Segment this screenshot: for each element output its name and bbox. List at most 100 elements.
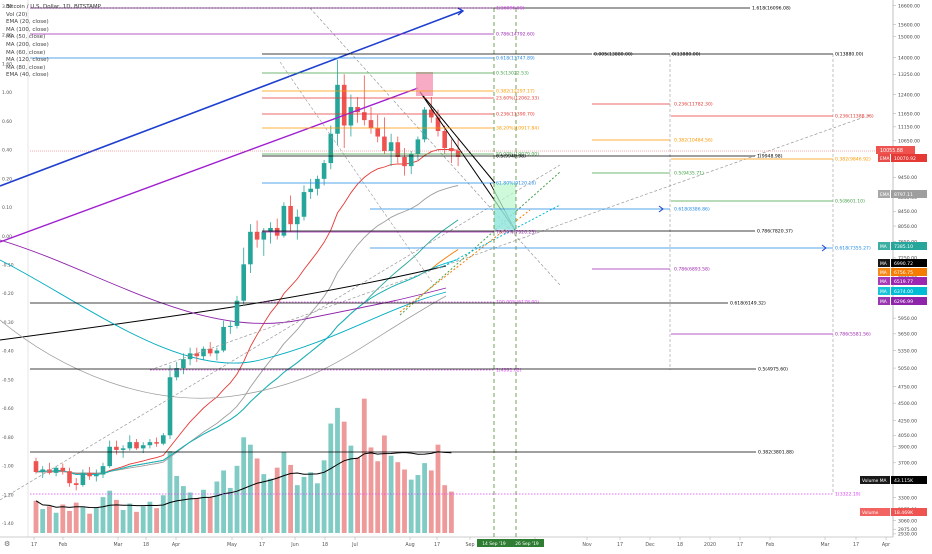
volume-bar[interactable] [449, 491, 454, 533]
volume-bar[interactable] [120, 510, 126, 533]
candle-body[interactable] [408, 153, 414, 167]
candle-body[interactable] [228, 325, 233, 327]
candle-body[interactable] [94, 474, 99, 477]
volume-bar[interactable] [67, 510, 72, 533]
volume-bar[interactable] [361, 398, 367, 533]
candle-body[interactable] [415, 139, 421, 154]
volume-bar[interactable] [194, 498, 200, 533]
candle-body[interactable] [261, 231, 267, 240]
candle-body[interactable] [321, 163, 327, 179]
target-zone[interactable] [494, 210, 516, 230]
candle-body[interactable] [207, 348, 213, 354]
candle-body[interactable] [174, 368, 179, 378]
volume-bar[interactable] [254, 458, 260, 533]
candle-body[interactable] [127, 442, 133, 449]
volume-bar[interactable] [422, 463, 427, 533]
volume-bar[interactable] [408, 479, 414, 533]
volume-bar[interactable] [107, 490, 113, 533]
volume-bar[interactable] [140, 506, 146, 533]
candle-body[interactable] [388, 142, 394, 151]
candle-body[interactable] [362, 112, 367, 121]
volume-bar[interactable] [281, 452, 287, 533]
resistance-zone[interactable] [416, 72, 433, 96]
candle-body[interactable] [161, 435, 166, 444]
volume-bar[interactable] [154, 508, 159, 533]
volume-bar[interactable] [100, 497, 106, 533]
candle-body[interactable] [47, 469, 52, 473]
volume-bar[interactable] [201, 489, 206, 533]
candle-body[interactable] [87, 472, 92, 477]
candle-body[interactable] [435, 117, 441, 131]
volume-bar[interactable] [181, 486, 186, 533]
volume-bar[interactable] [167, 451, 173, 533]
candle-body[interactable] [241, 264, 246, 301]
volume-bar[interactable] [402, 469, 407, 533]
volume-bar[interactable] [315, 483, 320, 533]
candle-body[interactable] [429, 109, 434, 118]
candle-body[interactable] [107, 446, 112, 467]
trend-line-blue[interactable] [0, 10, 463, 187]
volume-bar[interactable] [428, 470, 434, 533]
volume-bar[interactable] [227, 487, 233, 533]
candle-body[interactable] [167, 377, 173, 436]
candle-body[interactable] [315, 178, 320, 189]
volume-bar[interactable] [87, 513, 92, 533]
candle-body[interactable] [67, 471, 72, 484]
candle-body[interactable] [154, 442, 159, 444]
candle-body[interactable] [368, 120, 374, 129]
candle-body[interactable] [295, 216, 300, 225]
candle-body[interactable] [134, 442, 139, 449]
volume-bar[interactable] [187, 492, 193, 533]
volume-bar[interactable] [415, 475, 421, 533]
volume-bar[interactable] [134, 511, 139, 533]
volume-bar[interactable] [288, 464, 293, 533]
candle-body[interactable] [281, 205, 287, 236]
volume-bar[interactable] [348, 445, 354, 533]
volume-bar[interactable] [261, 474, 267, 533]
projection-line[interactable] [419, 91, 496, 184]
volume-bar[interactable] [174, 475, 180, 533]
volume-bar[interactable] [341, 421, 347, 533]
volume-bar[interactable] [375, 461, 381, 533]
candle-body[interactable] [73, 483, 79, 485]
volume-bar[interactable] [207, 497, 213, 533]
candle-body[interactable] [187, 353, 193, 360]
volume-bar[interactable] [301, 476, 307, 533]
candle-body[interactable] [53, 467, 59, 473]
candle-body[interactable] [140, 445, 146, 449]
volume-bar[interactable] [47, 506, 52, 533]
volume-bar[interactable] [435, 444, 441, 533]
volume-bar[interactable] [73, 502, 79, 533]
candle-body[interactable] [181, 359, 186, 369]
volume-bar[interactable] [241, 437, 247, 533]
volume-bar[interactable] [234, 465, 240, 533]
volume-bar[interactable] [221, 470, 226, 533]
candle-body[interactable] [201, 348, 206, 357]
volume-bar[interactable] [294, 485, 300, 533]
candle-body[interactable] [120, 448, 126, 450]
candle-body[interactable] [328, 133, 334, 164]
candle-body[interactable] [254, 231, 260, 240]
volume-bar[interactable] [40, 509, 46, 533]
volume-bar[interactable] [127, 503, 133, 533]
volume-bar[interactable] [321, 460, 327, 533]
candle-body[interactable] [301, 192, 307, 217]
volume-bar[interactable] [33, 500, 39, 533]
volume-bar[interactable] [335, 407, 340, 533]
candle-body[interactable] [214, 350, 220, 354]
volume-bar[interactable] [60, 504, 66, 533]
candle-body[interactable] [449, 148, 454, 151]
candle-body[interactable] [80, 472, 86, 485]
candle-body[interactable] [341, 84, 347, 126]
candle-body[interactable] [402, 156, 407, 167]
volume-bar[interactable] [368, 447, 374, 533]
volume-bar[interactable] [308, 472, 314, 533]
candle-body[interactable] [382, 136, 387, 151]
candle-body[interactable] [60, 467, 66, 472]
candle-body[interactable] [268, 227, 273, 232]
candle-body[interactable] [114, 446, 119, 450]
candle-body[interactable] [194, 353, 200, 357]
candle-body[interactable] [33, 461, 39, 472]
